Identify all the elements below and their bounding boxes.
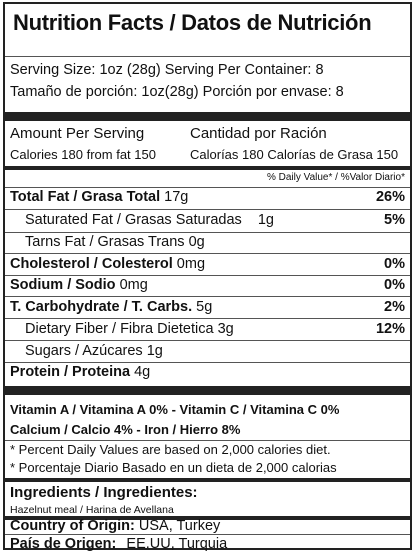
- footnote-row-1: * Percent Daily Values are based on 2,00…: [10, 442, 405, 462]
- row-divider: [5, 232, 410, 233]
- nutrient-amount: 3g: [217, 321, 234, 337]
- vitamin-divider: [5, 386, 410, 395]
- ingredients-header-row: Ingredients / Ingredientes:: [10, 484, 405, 504]
- row-divider: [5, 296, 410, 297]
- ingredients-divider: [5, 478, 410, 482]
- amount-per-serving: Amount Per Serving: [10, 125, 145, 142]
- nutrient-amount: 0g: [188, 234, 205, 250]
- nutrient-row-total-fat: Total Fat / Grasa Total 17g 26%: [10, 189, 405, 209]
- origin-divider: [5, 516, 410, 520]
- nutrient-dv: 0%: [384, 256, 405, 272]
- nutrient-name: Sodium / Sodio: [10, 277, 120, 293]
- origin-row-es: País de Origen: EE.UU, Turquia: [10, 536, 405, 556]
- footnote-row-2: * Porcentaje Diario Basado en un dieta d…: [10, 460, 405, 480]
- nutrient-name: Dietary Fiber / Fibra Dietetica: [25, 321, 218, 337]
- nutrient-amount: 5g: [196, 299, 213, 315]
- nutrient-amount: 4g: [134, 364, 151, 380]
- nutrient-amount: 0mg: [119, 277, 148, 293]
- calories-en: Calories 180 from fat 150: [10, 147, 156, 162]
- nutrient-name: Protein / Proteina: [10, 364, 135, 380]
- footnote-en: * Percent Daily Values are based on 2,00…: [10, 442, 331, 457]
- row-divider: [5, 318, 410, 319]
- nutrient-name: T. Carbohydrate / T. Carbs.: [10, 299, 197, 315]
- vitamin-row-2: Calcium / Calcio 4% - Iron / Hierro 8%: [10, 422, 405, 442]
- footnote-es: * Porcentaje Diario Basado en un dieta d…: [10, 460, 337, 475]
- amount-header-row: Amount Per Serving Cantidad por Ración: [10, 125, 405, 145]
- nutrition-title: Nutrition Facts / Datos de Nutrición: [13, 10, 372, 35]
- ingredients-header: Ingredients / Ingredientes:: [10, 484, 198, 501]
- ingredients-row: Hazelnut meal / Harina de Avellana: [10, 504, 405, 524]
- origin-value-en: USA, Turkey: [138, 518, 221, 534]
- title-divider: [5, 56, 410, 57]
- calories-divider: [5, 166, 410, 170]
- serving-size-es: Tamaño de porción: 1oz(28g) Porción por …: [10, 84, 344, 100]
- nutrition-label: Nutrition Facts / Datos de Nutrición Ser…: [3, 2, 412, 552]
- cantidad-por-racion: Cantidad por Ración: [190, 125, 327, 142]
- row-divider: [5, 253, 410, 254]
- origin-value-es: EE.UU, Turquia: [126, 536, 228, 552]
- ingredients-text: Hazelnut meal / Harina de Avellana: [10, 504, 174, 516]
- nutrient-dv: 2%: [384, 299, 405, 315]
- nutrient-dv: 26%: [375, 189, 405, 205]
- vitamins-line-1: Vitamin A / Vitamina A 0% - Vitamin C / …: [10, 402, 340, 417]
- origin-row-en: Country of Origin: USA, Turkey: [10, 518, 405, 538]
- nutrient-name: Sugars / Azúcares: [25, 343, 147, 359]
- origin-inner-divider: [5, 534, 410, 535]
- daily-value-header: % Daily Value* / %Valor Diario*: [266, 172, 405, 183]
- dv-header: % Daily Value* / %Valor Diario*: [10, 172, 405, 186]
- nutrient-name: Cholesterol / Colesterol: [10, 256, 177, 272]
- serving-divider: [5, 112, 410, 121]
- nutrient-name: Saturated Fat / Grasas Saturadas: [25, 212, 246, 228]
- nutrient-name: Total Fat / Grasa Total: [10, 189, 165, 205]
- nutrient-amount: 0mg: [176, 256, 206, 272]
- origin-label-en: Country of Origin:: [10, 518, 139, 534]
- nutrient-row-saturated-fat: Saturated Fat / Grasas Saturadas 1g 5%: [25, 212, 405, 232]
- nutrient-row-cholesterol: Cholesterol / Colesterol 0mg 0%: [10, 256, 405, 276]
- calories-es: Calorías 180 Calorías de Grasa 150: [190, 147, 399, 162]
- row-divider: [5, 275, 410, 276]
- row-divider: [5, 209, 410, 210]
- nutrient-amount: 17g: [164, 189, 189, 205]
- nutrient-row-dietary-fiber: Dietary Fiber / Fibra Dietetica 3g 12%: [25, 321, 405, 341]
- vitamin-row-1: Vitamin A / Vitamina A 0% - Vitamin C / …: [10, 402, 405, 422]
- nutrient-name: Tarns Fat / Grasas Trans: [25, 234, 189, 250]
- nutrient-amount: 1g: [146, 343, 163, 359]
- nutrient-row-protein: Protein / Proteina 4g: [10, 364, 405, 384]
- nutrient-dv: 5%: [384, 212, 405, 228]
- serving-line-es: Tamaño de porción: 1oz(28g) Porción por …: [10, 84, 405, 104]
- footnote-divider: [5, 440, 410, 441]
- serving-line-en: Serving Size: 1oz (28g) Serving Per Cont…: [10, 62, 405, 82]
- nutrient-row-carbohydrate: T. Carbohydrate / T. Carbs. 5g 2%: [10, 299, 405, 319]
- vitamins-line-2: Calcium / Calcio 4% - Iron / Hierro 8%: [10, 422, 241, 437]
- nutrient-row-sugars: Sugars / Azúcares 1g: [25, 343, 405, 363]
- nutrient-row-sodium: Sodium / Sodio 0mg 0%: [10, 277, 405, 297]
- nutrient-amount: 1g: [257, 212, 274, 228]
- row-divider: [5, 340, 410, 341]
- nutrient-dv: 0%: [384, 277, 405, 293]
- row-divider: [5, 187, 410, 188]
- calories-row: Calories 180 from fat 150 Calorías 180 C…: [10, 147, 405, 167]
- nutrient-dv: 12%: [375, 321, 405, 337]
- nutrient-row-trans-fat: Tarns Fat / Grasas Trans 0g: [25, 234, 405, 254]
- row-divider: [5, 362, 410, 363]
- serving-size-en: Serving Size: 1oz (28g) Serving Per Cont…: [10, 62, 324, 78]
- origin-label-es: País de Origen:: [10, 536, 121, 552]
